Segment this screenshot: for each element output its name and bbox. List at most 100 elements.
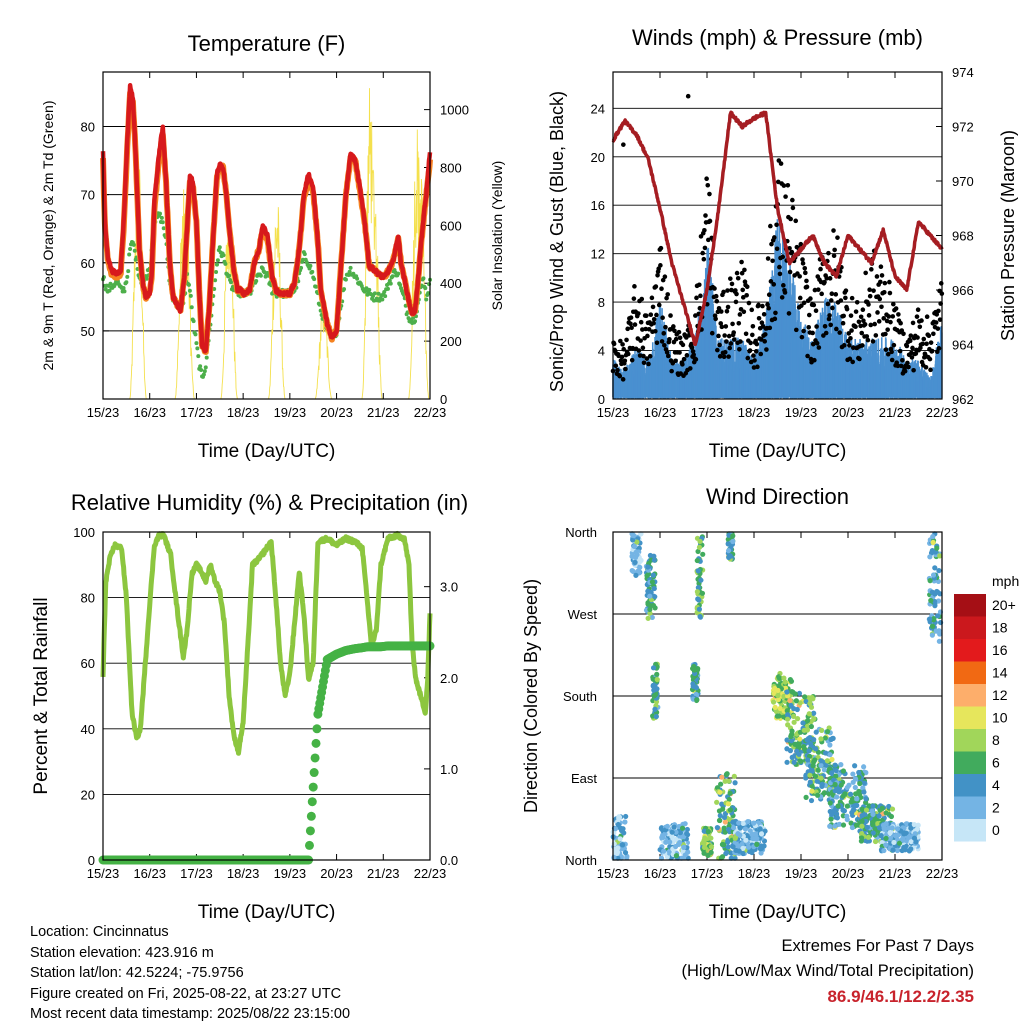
winds-pressure-chart: Winds (mph) & Pressure (mb) 15/23 16/23 17/…: [547, 25, 1018, 462]
gust-point: [714, 298, 720, 304]
y-tick-label: 0: [88, 853, 95, 868]
direction-point: [722, 778, 728, 784]
gust-point: [777, 264, 782, 270]
dewpoint-point: [300, 257, 305, 262]
direction-point: [680, 834, 687, 840]
dewpoint-point: [372, 291, 377, 296]
direction-point: [810, 696, 816, 702]
direction-point: [619, 842, 626, 848]
gust-point: [814, 340, 820, 346]
gust-point: [653, 328, 658, 334]
dewpoint-point: [188, 293, 193, 298]
gust-point: [786, 311, 792, 316]
y2-axis-label: Station Pressure (Maroon): [998, 130, 1018, 341]
direction-point: [750, 835, 756, 842]
gust-point: [853, 324, 858, 330]
gust-point: [632, 284, 637, 289]
dewpoint-point: [159, 215, 164, 220]
gust-point: [664, 350, 670, 355]
direction-point: [673, 853, 680, 859]
plot-frame: [102, 531, 431, 861]
legend-swatch: [954, 751, 986, 774]
direction-point: [777, 705, 783, 711]
station-elevation: Station elevation: 423.916 m: [30, 944, 214, 961]
direction-point: [801, 746, 808, 752]
direction-point: [806, 748, 812, 754]
gust-point: [655, 272, 660, 278]
gust-point: [883, 331, 888, 337]
direction-point: [647, 606, 653, 613]
direction-series: [610, 531, 944, 861]
y2-tick-label: 0.0: [440, 853, 458, 868]
direction-point: [859, 831, 865, 837]
gust-point: [644, 356, 650, 361]
direction-point: [774, 713, 780, 719]
direction-point: [821, 790, 828, 796]
gust-point: [878, 264, 884, 269]
gust-point: [832, 247, 837, 253]
direction-point: [630, 537, 636, 543]
gust-point: [722, 333, 727, 338]
direction-point: [807, 779, 813, 785]
precip-point: [311, 738, 321, 748]
direction-point: [789, 754, 795, 760]
direction-point: [700, 551, 706, 557]
gust-point: [750, 332, 755, 338]
gust-point: [738, 339, 743, 344]
direction-point: [622, 819, 628, 825]
gust-point: [767, 325, 773, 331]
direction-point: [915, 822, 921, 828]
direction-point: [818, 775, 824, 781]
x-tick-label: 22/23: [414, 866, 447, 881]
direction-point: [721, 825, 727, 831]
direction-point: [829, 756, 835, 763]
gust-point: [730, 321, 735, 327]
direction-point: [631, 543, 638, 549]
gust-point: [737, 346, 742, 352]
gust-point: [733, 299, 739, 305]
gust-point: [658, 245, 664, 251]
direction-point: [775, 692, 781, 699]
gust-point: [722, 349, 728, 355]
gust-point: [742, 267, 747, 273]
gust-point: [715, 309, 721, 315]
direction-point: [701, 828, 707, 834]
gust-point: [822, 324, 828, 329]
dewpoint-point: [380, 297, 385, 302]
legend-label: 20+: [992, 597, 1016, 613]
direction-point: [673, 829, 679, 835]
gust-point: [804, 278, 809, 284]
dewpoint-point: [160, 220, 165, 225]
gust-point: [736, 321, 742, 326]
gust-point: [625, 351, 631, 357]
direction-point: [754, 835, 760, 842]
direction-point: [775, 687, 781, 694]
direction-point: [809, 788, 815, 794]
gust-point: [824, 275, 830, 281]
gust-point: [937, 317, 943, 322]
direction-point: [695, 568, 701, 574]
legend-label: 8: [992, 732, 1000, 748]
direction-point: [754, 841, 760, 847]
gust-point: [665, 292, 671, 297]
gust-point: [819, 291, 824, 297]
gust-point: [772, 316, 778, 322]
dewpoint-point: [258, 273, 263, 278]
gust-point: [891, 342, 897, 348]
gust-point: [691, 352, 696, 358]
direction-point: [870, 830, 876, 836]
gust-point: [693, 357, 699, 362]
gust-point: [805, 353, 810, 359]
gust-point: [769, 241, 774, 247]
y-axis-label: Direction (Colored By Speed): [521, 579, 541, 813]
gust-point: [628, 321, 633, 327]
direction-point: [736, 848, 742, 854]
legend-swatch: [954, 774, 986, 797]
gust-point: [766, 292, 772, 298]
gust-point: [734, 270, 740, 276]
gust-point: [640, 345, 646, 351]
direction-point: [807, 741, 814, 747]
direction-point: [651, 553, 657, 559]
direction-point: [853, 822, 860, 828]
dewpoint-point: [125, 274, 130, 279]
